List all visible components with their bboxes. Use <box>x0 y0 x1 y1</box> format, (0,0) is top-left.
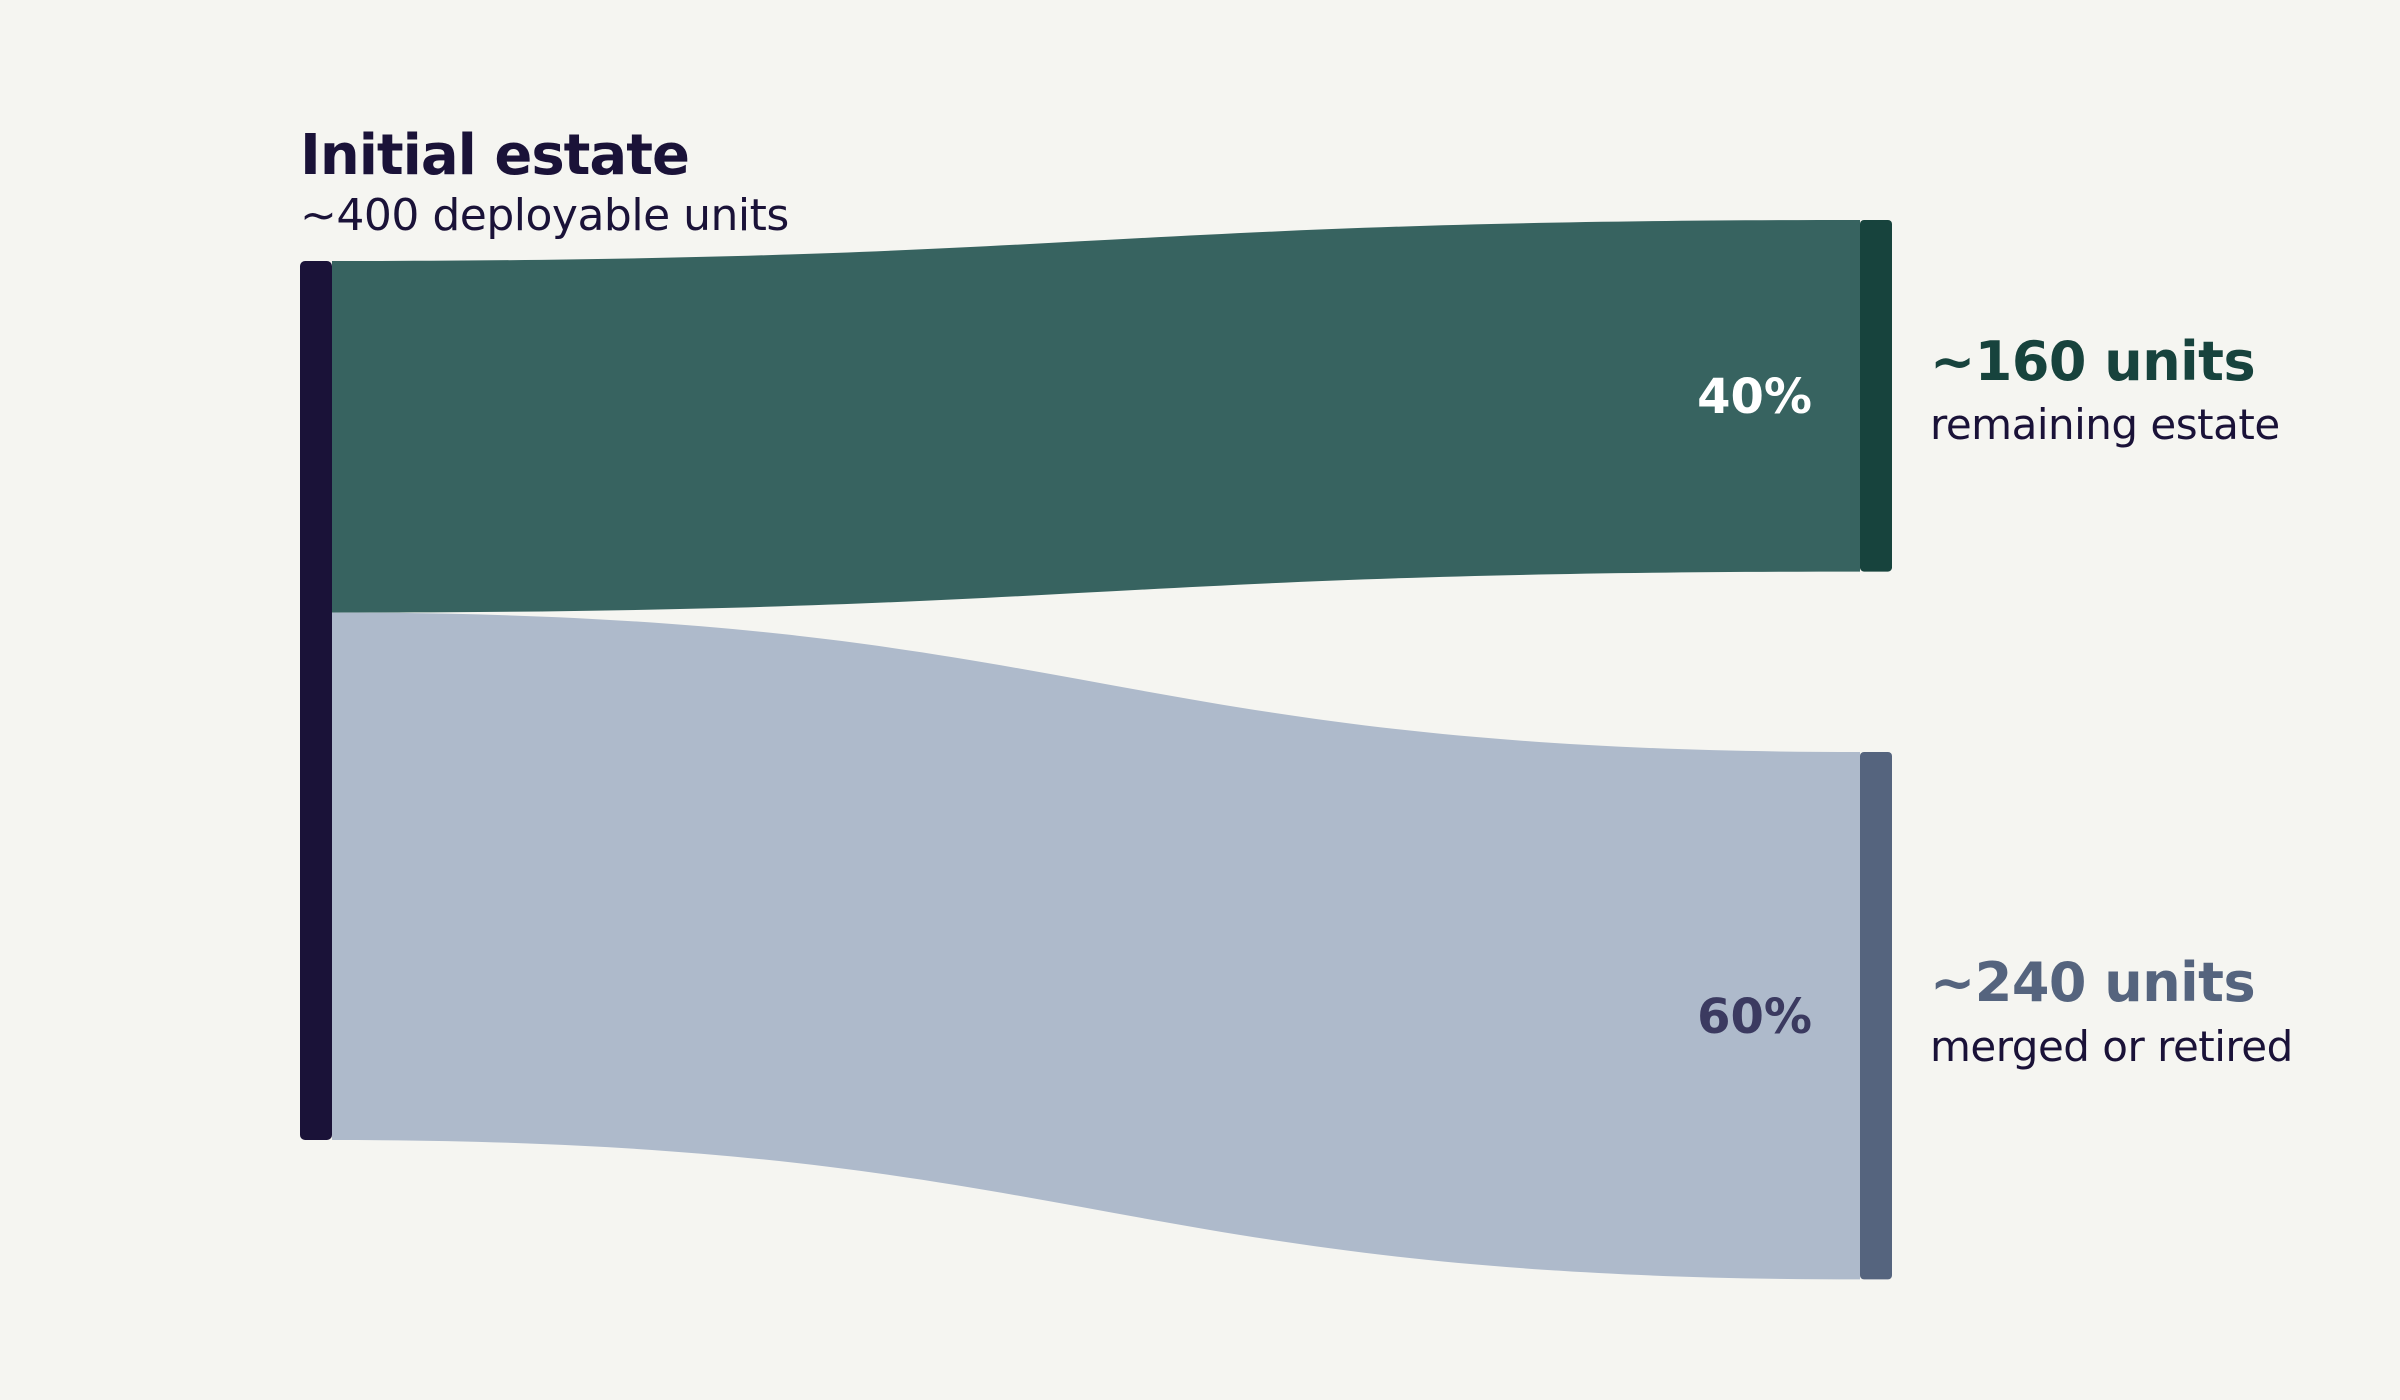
source-node <box>300 261 332 1140</box>
target-value-remaining: ~160 units <box>1930 330 2256 393</box>
source-title: Initial estate <box>300 123 690 188</box>
source-subtitle: ~400 deployable units <box>300 190 789 241</box>
flow-band-remaining <box>332 220 1860 613</box>
target-value-merged: ~240 units <box>1930 951 2256 1014</box>
flow-percent-label-remaining: 40% <box>1697 369 1812 425</box>
flow-band-merged <box>332 612 1860 1280</box>
target-node-remaining <box>1860 220 1892 572</box>
target-description-remaining: remaining estate <box>1930 400 2280 449</box>
target-node-merged <box>1860 752 1892 1280</box>
target-description-merged: merged or retired <box>1930 1022 2293 1071</box>
flow-percent-label-merged: 60% <box>1697 989 1812 1045</box>
